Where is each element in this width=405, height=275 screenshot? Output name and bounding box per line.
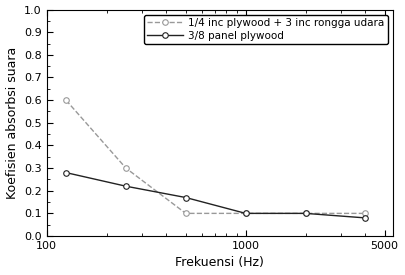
3/8 panel plywood	[363, 216, 368, 219]
1/4 inc plywood + 3 inc rongga udara	[363, 212, 368, 215]
Line: 1/4 inc plywood + 3 inc rongga udara: 1/4 inc plywood + 3 inc rongga udara	[63, 97, 368, 216]
Line: 3/8 panel plywood: 3/8 panel plywood	[63, 170, 368, 221]
X-axis label: Frekuensi (Hz): Frekuensi (Hz)	[175, 257, 264, 269]
3/8 panel plywood	[183, 196, 188, 199]
3/8 panel plywood	[64, 171, 68, 174]
1/4 inc plywood + 3 inc rongga udara	[303, 212, 308, 215]
3/8 panel plywood	[303, 212, 308, 215]
3/8 panel plywood	[243, 212, 248, 215]
Y-axis label: Koefisien absorbsi suara: Koefisien absorbsi suara	[6, 47, 19, 199]
1/4 inc plywood + 3 inc rongga udara	[183, 212, 188, 215]
1/4 inc plywood + 3 inc rongga udara	[243, 212, 248, 215]
3/8 panel plywood	[124, 185, 128, 188]
1/4 inc plywood + 3 inc rongga udara	[64, 98, 68, 102]
Legend: 1/4 inc plywood + 3 inc rongga udara, 3/8 panel plywood: 1/4 inc plywood + 3 inc rongga udara, 3/…	[143, 15, 388, 44]
1/4 inc plywood + 3 inc rongga udara	[124, 166, 128, 170]
